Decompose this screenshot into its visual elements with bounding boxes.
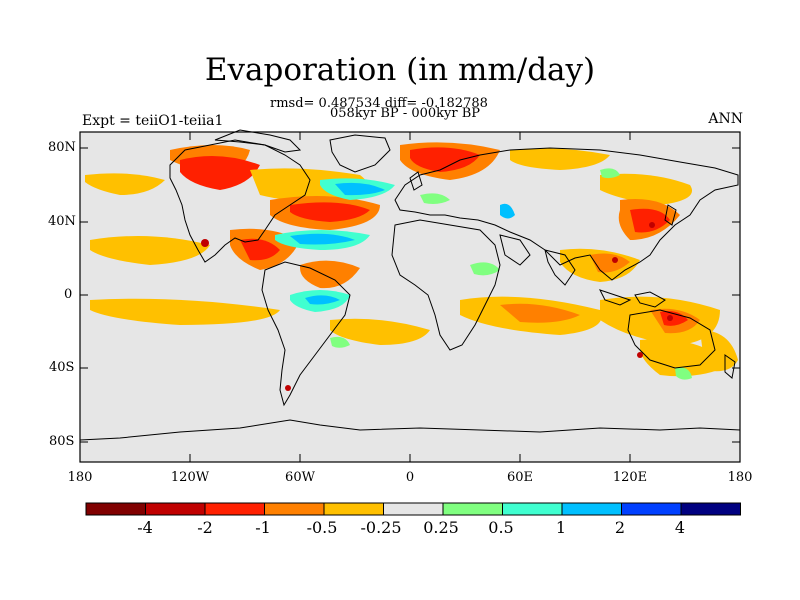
lat-label-40s: 40S bbox=[49, 360, 75, 375]
colorbar-swatch bbox=[383, 502, 444, 516]
map-title: Evaporation (in mm/day) bbox=[204, 52, 596, 88]
colorbar-swatch bbox=[502, 502, 563, 516]
lon-label-180e: 180 bbox=[727, 470, 753, 485]
lon-label-0: 0 bbox=[405, 470, 415, 485]
lon-label-120e: 120E bbox=[612, 470, 648, 485]
axis-ticks bbox=[80, 132, 740, 462]
colorbar-label: 1 bbox=[555, 518, 567, 537]
lon-label-180w: 180 bbox=[67, 470, 93, 485]
experiment-label: Expt = teiiO1-teiia1 bbox=[82, 113, 224, 129]
lon-label-60e: 60E bbox=[506, 470, 534, 485]
anomaly-fields bbox=[85, 142, 738, 391]
period-text: 058kyr BP - 000kyr BP bbox=[330, 106, 481, 121]
lat-label-80s: 80S bbox=[49, 434, 75, 449]
colorbar-swatch bbox=[680, 502, 741, 516]
colorbar-label: -0.25 bbox=[360, 518, 402, 537]
colorbar-swatch bbox=[323, 502, 384, 516]
colorbar-label: -2 bbox=[197, 518, 213, 537]
colorbar-label: -0.5 bbox=[306, 518, 338, 537]
colorbar-swatch bbox=[621, 502, 682, 516]
colorbar-swatch bbox=[561, 502, 622, 516]
colorbar-swatch bbox=[145, 502, 206, 516]
colorbar-label: -4 bbox=[137, 518, 153, 537]
colorbar bbox=[85, 502, 741, 516]
colorbar-label: 4 bbox=[674, 518, 686, 537]
rmsd-diff-text: rmsd= 0.487534 diff= -0.182788 bbox=[270, 96, 488, 111]
lon-label-120w: 120W bbox=[170, 470, 210, 485]
colorbar-label: 2 bbox=[614, 518, 626, 537]
lat-label-80n: 80N bbox=[48, 140, 76, 155]
lon-label-60w: 60W bbox=[285, 470, 315, 485]
colorbar-label: 0.5 bbox=[488, 518, 514, 537]
colorbar-swatch bbox=[264, 502, 325, 516]
colorbar-swatch bbox=[204, 502, 265, 516]
colorbar-swatch bbox=[442, 502, 503, 516]
colorbar-swatch bbox=[85, 502, 146, 516]
lat-label-40n: 40N bbox=[48, 214, 76, 229]
colorbar-label: -1 bbox=[255, 518, 271, 537]
lat-label-0: 0 bbox=[64, 287, 73, 302]
season-label: ANN bbox=[708, 111, 743, 127]
colorbar-label: 0.25 bbox=[423, 518, 459, 537]
